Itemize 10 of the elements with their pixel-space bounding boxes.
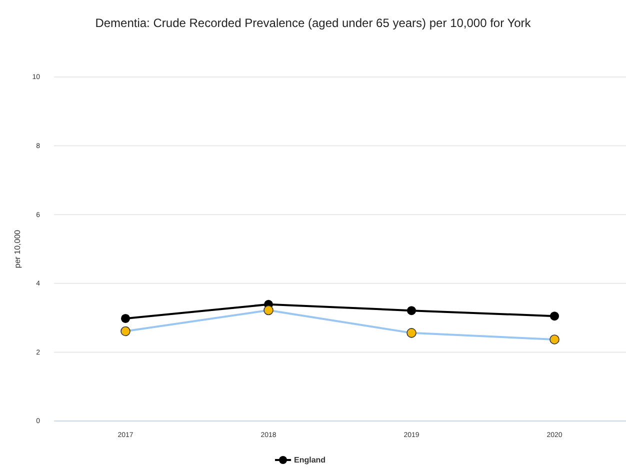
point: [120, 326, 130, 336]
legend-label: England: [294, 456, 326, 465]
point: [121, 314, 130, 323]
y-axis-title: per 10,000: [13, 229, 22, 268]
point: [406, 328, 416, 338]
point: [550, 312, 559, 321]
chart-title: Dementia: Crude Recorded Prevalence (aged under 65 years) per 10,000 for York: [95, 16, 532, 30]
point: [407, 306, 416, 316]
point: [550, 334, 560, 344]
point: [264, 305, 274, 316]
